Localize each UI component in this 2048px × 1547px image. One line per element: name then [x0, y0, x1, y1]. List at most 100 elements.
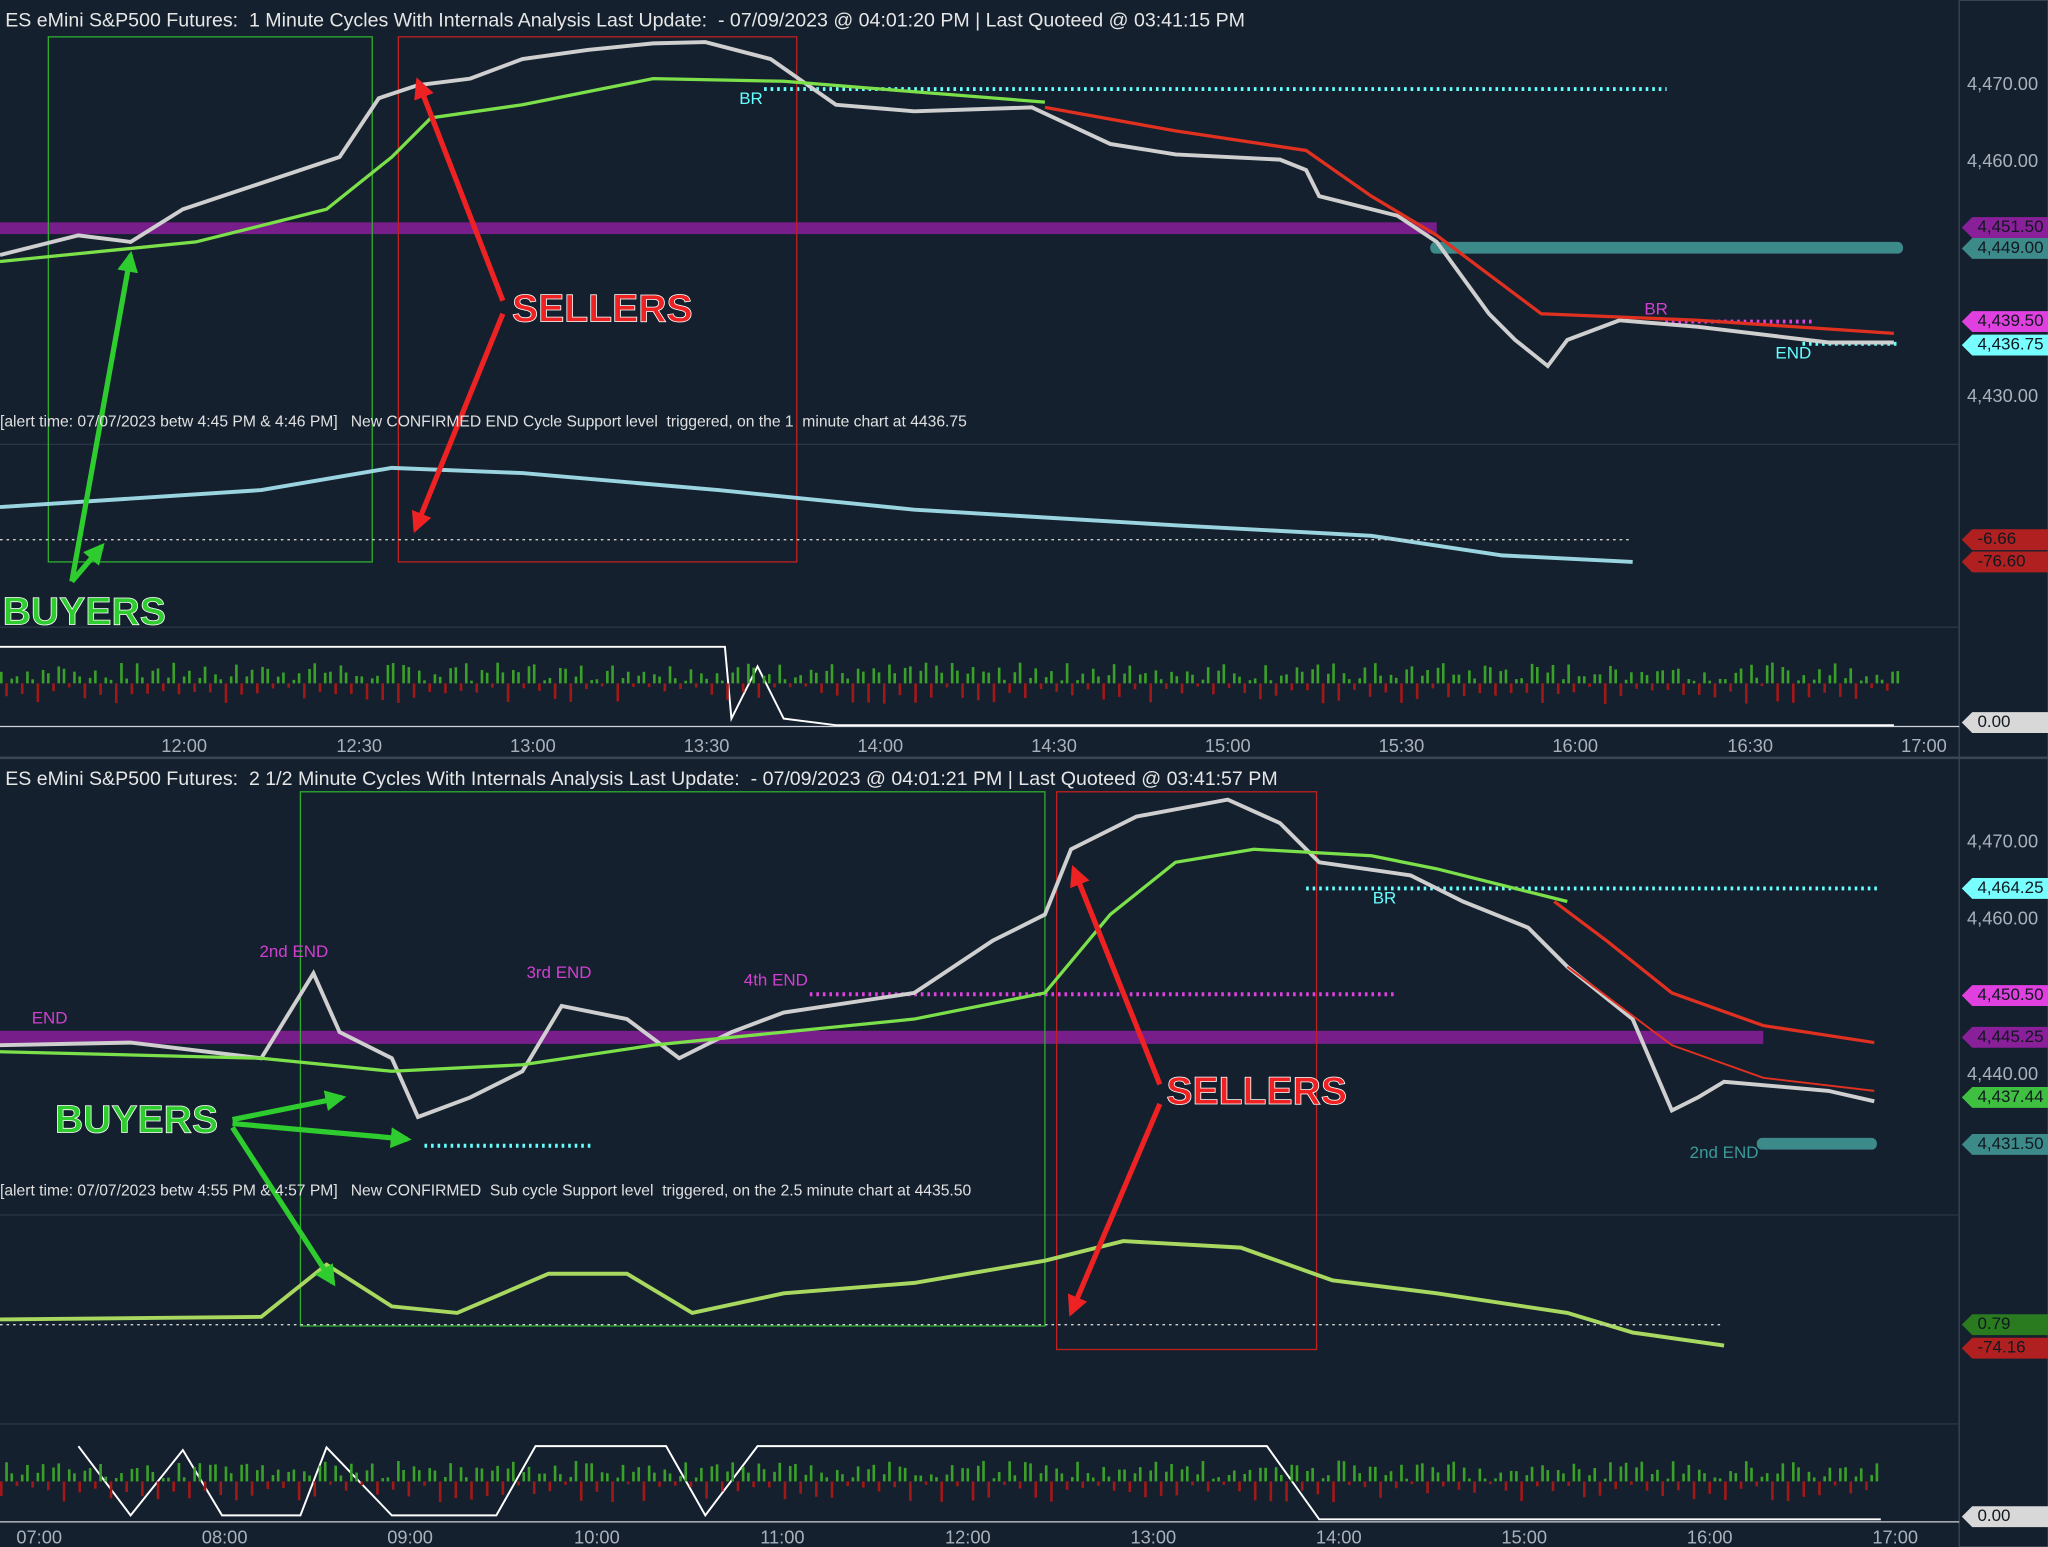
price-tag — [1961, 712, 2048, 734]
volume-bar — [10, 678, 14, 684]
volume-bar — [512, 1461, 515, 1482]
volume-bar — [1144, 1481, 1147, 1498]
volume-bar — [20, 683, 24, 695]
annotation: BUYERS — [55, 1099, 218, 1142]
volume-bar — [355, 675, 358, 684]
volume-bar — [835, 683, 839, 696]
volume-bar — [1138, 674, 1142, 684]
volume-bar — [616, 683, 620, 702]
volume-bar — [417, 1470, 421, 1482]
volume-bar — [600, 683, 604, 687]
volume-bar — [1583, 1481, 1586, 1498]
volume-bar — [271, 683, 275, 689]
volume-bar — [1185, 671, 1189, 684]
volume-bar — [1165, 1471, 1168, 1482]
volume-bar — [83, 683, 87, 699]
volume-bar — [914, 1475, 917, 1482]
volume-bar — [412, 683, 416, 698]
volume-bar — [1682, 683, 1685, 695]
volume-bar — [1379, 675, 1382, 684]
volume-bar — [1060, 680, 1064, 684]
volume-bar — [1734, 1473, 1738, 1482]
volume-bar — [846, 1481, 849, 1487]
volume-bar — [1196, 683, 1200, 687]
volume-bar — [1175, 1481, 1179, 1496]
volume-bar — [1457, 1481, 1461, 1490]
volume-bar — [1624, 679, 1628, 684]
volume-bar — [365, 683, 369, 700]
volume-bar — [1875, 1463, 1879, 1482]
volume-bar — [768, 1481, 771, 1488]
volume-bar — [794, 677, 797, 684]
volume-bar — [1060, 1473, 1064, 1482]
volume-bar — [956, 1481, 959, 1487]
volume-bar — [1347, 1481, 1351, 1486]
volume-bar — [329, 671, 332, 684]
volume-bar — [940, 1481, 944, 1502]
volume-bar — [1232, 1470, 1236, 1482]
volume-bar — [762, 1469, 766, 1482]
volume-bar — [104, 1476, 108, 1482]
volume-bar — [1896, 671, 1900, 684]
volume-bar — [1630, 672, 1633, 684]
volume-bar — [1248, 680, 1252, 684]
volume-bar — [1844, 1467, 1847, 1482]
volume-bar — [41, 1464, 45, 1482]
volume-bar — [1619, 1466, 1623, 1482]
volume-bar — [1128, 1481, 1132, 1492]
volume-bar — [1081, 673, 1085, 684]
volume-bar — [5, 1462, 8, 1482]
volume-bar — [976, 1465, 980, 1482]
volume-bar — [104, 677, 108, 684]
volume-bar — [1478, 683, 1482, 694]
price-tag-label: -76.60 — [1977, 551, 2025, 570]
volume-bar — [1316, 664, 1320, 684]
volume-bar — [815, 672, 818, 684]
volume-bar — [334, 683, 337, 695]
volume-bar — [1118, 1469, 1121, 1482]
volume-bar — [1452, 1461, 1456, 1482]
volume-bar — [1703, 672, 1706, 684]
volume-bar — [956, 670, 959, 684]
volume-bar — [78, 1481, 81, 1493]
moving-average — [0, 77, 1046, 264]
volume-bar — [1138, 1467, 1142, 1482]
price-tag-label: 0.00 — [1977, 712, 2010, 731]
volume-bar — [1285, 674, 1288, 684]
volume-bar — [1488, 667, 1492, 684]
volume-bar — [715, 673, 719, 684]
time-axis-label: 13:30 — [684, 735, 730, 756]
volume-bar — [1640, 671, 1644, 684]
volume-bar — [146, 683, 149, 694]
volume-bar — [344, 672, 348, 684]
volume-bar — [1008, 1461, 1011, 1482]
volume-bar — [423, 1481, 426, 1486]
volume-bar — [1243, 1473, 1247, 1482]
volume-bar — [924, 1481, 928, 1485]
volume-bar — [1410, 1481, 1414, 1485]
volume-bar — [663, 1469, 667, 1482]
volume-bar — [882, 1474, 886, 1482]
time-axis-label: 17:00 — [1901, 735, 1947, 756]
price-axis-label: 4,440.00 — [1967, 1063, 2038, 1084]
volume-bar — [1844, 678, 1847, 684]
volume-bar — [731, 1462, 735, 1482]
volume-bar — [1201, 1461, 1205, 1482]
volume-bar — [1259, 1467, 1262, 1482]
volume-bar — [485, 672, 489, 684]
volume-bar — [867, 1469, 870, 1482]
volume-bar — [1865, 1481, 1868, 1491]
chart-label: BR — [1644, 299, 1668, 318]
volume-bar — [73, 1473, 76, 1482]
volume-bar — [1661, 1481, 1664, 1497]
time-axis-label: 09:00 — [387, 1527, 433, 1547]
volume-bar — [700, 1467, 703, 1482]
chart-label: END — [32, 1009, 68, 1028]
volume-bar — [992, 1478, 996, 1482]
volume-bar — [1426, 670, 1429, 684]
volume-bar — [376, 1481, 379, 1495]
volume-bar — [1024, 683, 1027, 699]
volume-bar — [752, 667, 755, 684]
volume-bar — [1462, 683, 1466, 697]
volume-bar — [1008, 683, 1011, 693]
